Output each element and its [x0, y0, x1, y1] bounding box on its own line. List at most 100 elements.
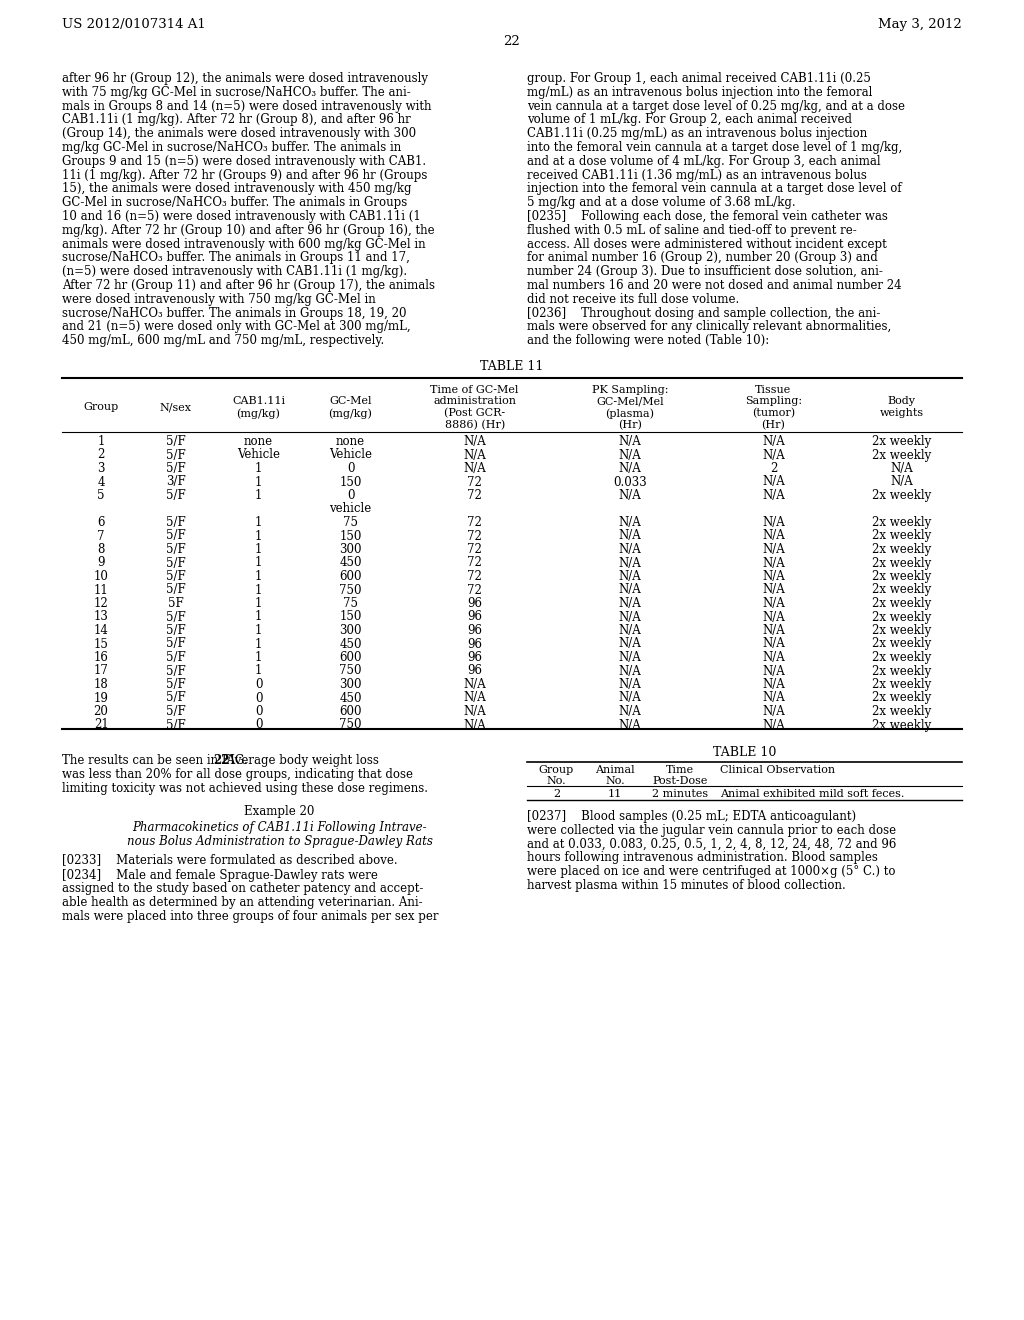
Text: N/A: N/A [618, 436, 641, 447]
Text: with 75 mg/kg GC-Mel in sucrose/NaHCO₃ buffer. The ani-: with 75 mg/kg GC-Mel in sucrose/NaHCO₃ b… [62, 86, 411, 99]
Text: mals were observed for any clinically relevant abnormalities,: mals were observed for any clinically re… [527, 321, 891, 334]
Text: 5/F: 5/F [166, 651, 185, 664]
Text: N/A: N/A [762, 543, 784, 556]
Text: after 96 hr (Group 12), the animals were dosed intravenously: after 96 hr (Group 12), the animals were… [62, 73, 428, 84]
Text: 11: 11 [94, 583, 109, 597]
Text: 96: 96 [467, 651, 482, 664]
Text: Time: Time [667, 766, 694, 775]
Text: 96: 96 [467, 610, 482, 623]
Text: 1: 1 [255, 610, 262, 623]
Text: N/A: N/A [762, 583, 784, 597]
Text: 72: 72 [467, 488, 482, 502]
Text: Groups 9 and 15 (n=5) were dosed intravenously with CAB1.: Groups 9 and 15 (n=5) were dosed intrave… [62, 154, 426, 168]
Text: mg/mL) as an intravenous bolus injection into the femoral: mg/mL) as an intravenous bolus injection… [527, 86, 872, 99]
Text: N/A: N/A [762, 678, 784, 690]
Text: were dosed intravenously with 750 mg/kg GC-Mel in: were dosed intravenously with 750 mg/kg … [62, 293, 376, 306]
Text: 1: 1 [255, 488, 262, 502]
Text: Group: Group [539, 766, 574, 775]
Text: 19: 19 [93, 692, 109, 705]
Text: N/A: N/A [890, 475, 913, 488]
Text: 1: 1 [255, 557, 262, 569]
Text: 150: 150 [339, 529, 361, 543]
Text: 2x weekly: 2x weekly [872, 583, 931, 597]
Text: N/A: N/A [463, 678, 486, 690]
Text: N/A: N/A [618, 718, 641, 731]
Text: 5/F: 5/F [166, 449, 185, 462]
Text: mals in Groups 8 and 14 (n=5) were dosed intravenously with: mals in Groups 8 and 14 (n=5) were dosed… [62, 99, 431, 112]
Text: 2x weekly: 2x weekly [872, 651, 931, 664]
Text: (plasma): (plasma) [605, 408, 654, 418]
Text: 8886) (Hr): 8886) (Hr) [444, 420, 505, 430]
Text: 5/F: 5/F [166, 664, 185, 677]
Text: Pharmacokinetics of CAB1.11i Following Intrave-: Pharmacokinetics of CAB1.11i Following I… [132, 821, 427, 834]
Text: (Post GCR-: (Post GCR- [444, 408, 505, 418]
Text: 6: 6 [97, 516, 104, 529]
Text: N/A: N/A [762, 488, 784, 502]
Text: N/A: N/A [762, 705, 784, 718]
Text: N/A: N/A [618, 557, 641, 569]
Text: 450: 450 [339, 692, 361, 705]
Text: 450: 450 [339, 638, 361, 651]
Text: GC-Mel/Mel: GC-Mel/Mel [596, 396, 664, 407]
Text: 72: 72 [467, 557, 482, 569]
Text: Tissue: Tissue [756, 385, 792, 395]
Text: 1: 1 [255, 664, 262, 677]
Text: No.: No. [605, 776, 625, 787]
Text: N/A: N/A [762, 638, 784, 651]
Text: N/A: N/A [618, 488, 641, 502]
Text: N/A: N/A [762, 610, 784, 623]
Text: 1: 1 [255, 570, 262, 583]
Text: 5/F: 5/F [166, 516, 185, 529]
Text: 5/F: 5/F [166, 678, 185, 690]
Text: 2x weekly: 2x weekly [872, 436, 931, 447]
Text: 2x weekly: 2x weekly [872, 488, 931, 502]
Text: 750: 750 [339, 583, 361, 597]
Text: 1: 1 [255, 475, 262, 488]
Text: nous Bolus Administration to Sprague-Dawley Rats: nous Bolus Administration to Sprague-Daw… [127, 836, 432, 847]
Text: Example 20: Example 20 [245, 805, 314, 818]
Text: 3: 3 [97, 462, 104, 475]
Text: Post-Dose: Post-Dose [652, 776, 708, 787]
Text: N/A: N/A [762, 597, 784, 610]
Text: 750: 750 [339, 718, 361, 731]
Text: 72: 72 [467, 529, 482, 543]
Text: 9: 9 [97, 557, 104, 569]
Text: 10: 10 [93, 570, 109, 583]
Text: [0235]    Following each dose, the femoral vein catheter was: [0235] Following each dose, the femoral … [527, 210, 888, 223]
Text: 5 mg/kg and at a dose volume of 3.68 mL/kg.: 5 mg/kg and at a dose volume of 3.68 mL/… [527, 197, 796, 209]
Text: TABLE 11: TABLE 11 [480, 360, 544, 374]
Text: 0: 0 [347, 462, 354, 475]
Text: able health as determined by an attending veterinarian. Ani-: able health as determined by an attendin… [62, 896, 423, 909]
Text: 2x weekly: 2x weekly [872, 692, 931, 705]
Text: (mg/kg): (mg/kg) [237, 408, 281, 418]
Text: 72: 72 [467, 475, 482, 488]
Text: CAB1.11i (0.25 mg/mL) as an intravenous bolus injection: CAB1.11i (0.25 mg/mL) as an intravenous … [527, 127, 867, 140]
Text: was less than 20% for all dose groups, indicating that dose: was less than 20% for all dose groups, i… [62, 768, 413, 781]
Text: 1: 1 [255, 529, 262, 543]
Text: limiting toxicity was not achieved using these dose regimens.: limiting toxicity was not achieved using… [62, 781, 428, 795]
Text: US 2012/0107314 A1: US 2012/0107314 A1 [62, 18, 206, 30]
Text: Body: Body [888, 396, 915, 407]
Text: hours following intravenous administration. Blood samples: hours following intravenous administrati… [527, 851, 878, 865]
Text: N/A: N/A [618, 624, 641, 638]
Text: sucrose/NaHCO₃ buffer. The animals in Groups 18, 19, 20: sucrose/NaHCO₃ buffer. The animals in Gr… [62, 306, 407, 319]
Text: none: none [336, 436, 366, 447]
Text: 20: 20 [93, 705, 109, 718]
Text: vein cannula at a target dose level of 0.25 mg/kg, and at a dose: vein cannula at a target dose level of 0… [527, 99, 905, 112]
Text: 8: 8 [97, 543, 104, 556]
Text: N/A: N/A [618, 678, 641, 690]
Text: N/A: N/A [762, 718, 784, 731]
Text: 5/F: 5/F [166, 692, 185, 705]
Text: 5/F: 5/F [166, 543, 185, 556]
Text: 96: 96 [467, 638, 482, 651]
Text: Vehicle: Vehicle [237, 449, 280, 462]
Text: N/A: N/A [618, 570, 641, 583]
Text: N/A: N/A [762, 651, 784, 664]
Text: N/A: N/A [463, 718, 486, 731]
Text: N/A: N/A [762, 475, 784, 488]
Text: 2 minutes: 2 minutes [652, 789, 709, 799]
Text: 11i (1 mg/kg). After 72 hr (Groups 9) and after 96 hr (Groups: 11i (1 mg/kg). After 72 hr (Groups 9) an… [62, 169, 427, 182]
Text: into the femoral vein cannula at a target dose level of 1 mg/kg,: into the femoral vein cannula at a targe… [527, 141, 902, 154]
Text: 5F: 5F [168, 597, 183, 610]
Text: number 24 (Group 3). Due to insufficient dose solution, ani-: number 24 (Group 3). Due to insufficient… [527, 265, 883, 279]
